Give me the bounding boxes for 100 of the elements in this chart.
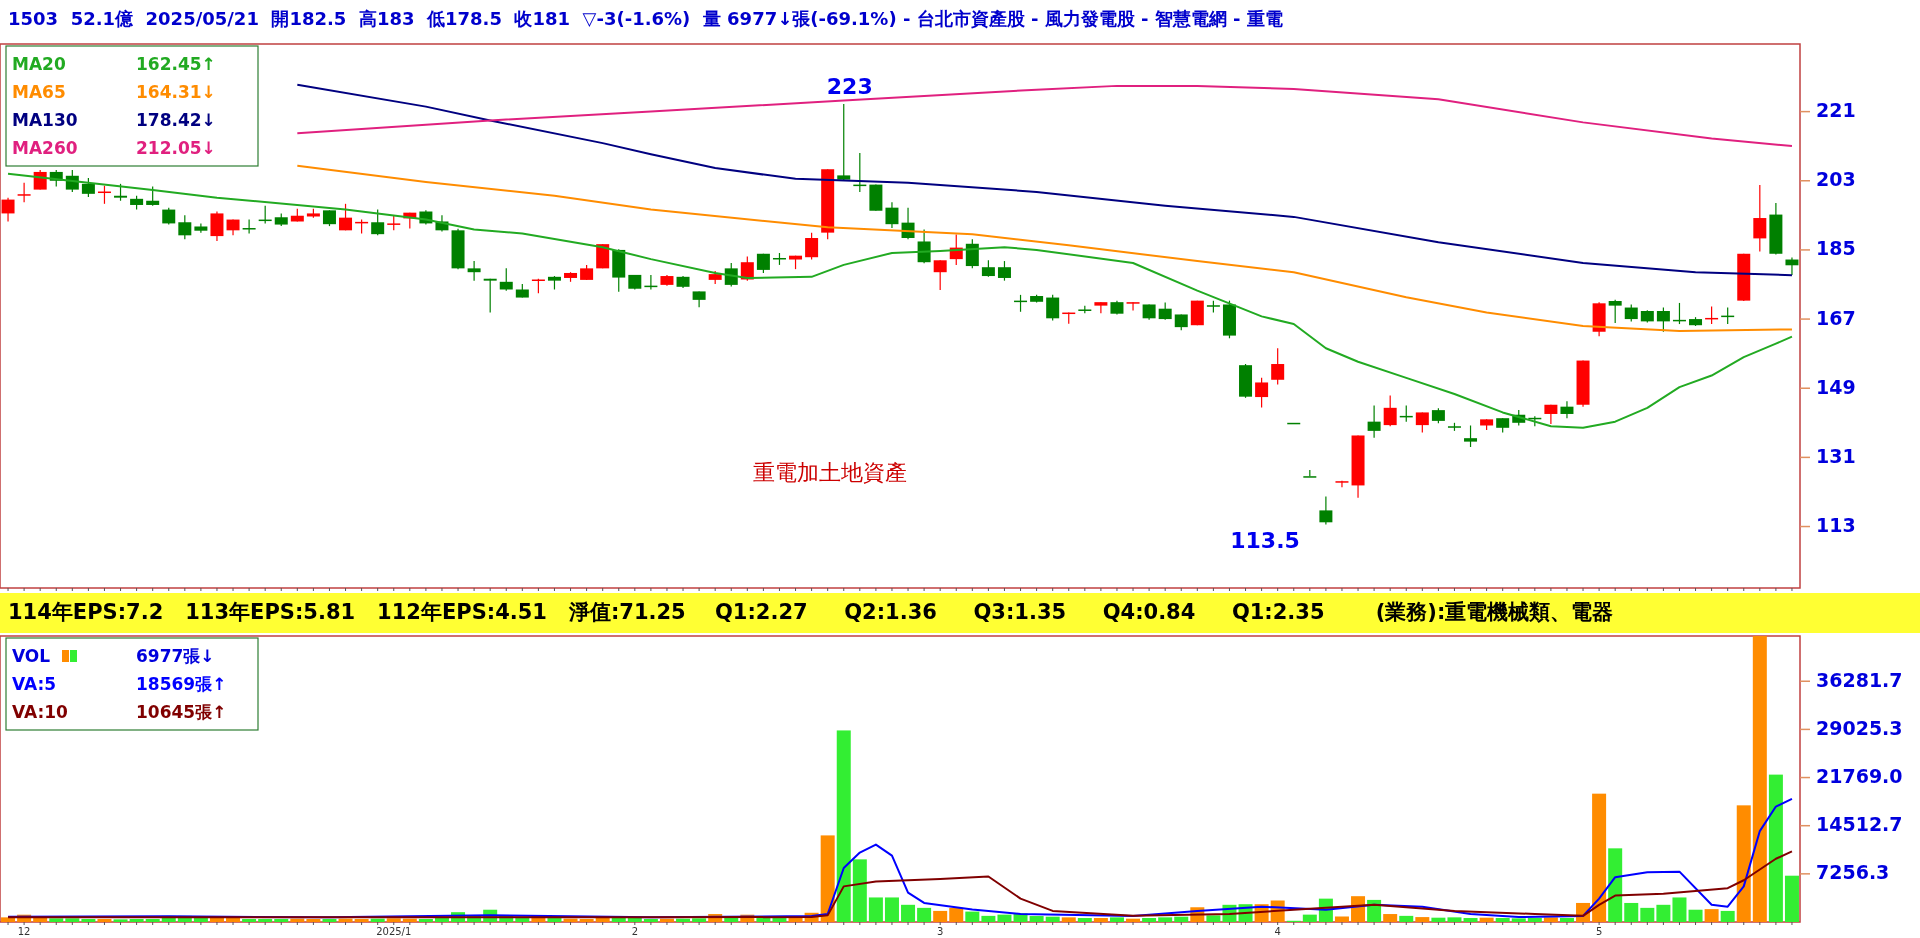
bar (49, 918, 64, 922)
candlestick (1464, 424, 1478, 448)
annotation: 164.31↓ (136, 82, 216, 102)
bar (1479, 917, 1494, 922)
candlestick (1, 197, 15, 223)
bar (290, 918, 305, 922)
candlestick (467, 260, 481, 282)
y-tick-label: 131 (1816, 444, 1856, 467)
candlestick (1319, 495, 1333, 526)
bar (1752, 636, 1767, 922)
annotation: 113.5 (1230, 528, 1300, 553)
candlestick (1383, 394, 1397, 427)
y-tick-label: 14512.7 (1816, 813, 1903, 836)
bar (1126, 918, 1141, 922)
text: MA65 (12, 82, 66, 102)
candlestick (339, 203, 353, 231)
annotation: 223 (826, 73, 873, 99)
bar (193, 918, 208, 922)
bar (1656, 904, 1671, 922)
bar (627, 918, 642, 922)
bar (81, 919, 96, 922)
x-tick-label: 2 (631, 926, 639, 937)
y-tick-label: 21769.0 (1816, 765, 1903, 788)
y-tick-label: 149 (1816, 375, 1856, 398)
annotation: 6977張↓ (136, 646, 215, 666)
candlestick (17, 182, 31, 203)
bar (129, 919, 144, 922)
bar (1688, 909, 1703, 922)
annotation: 212.05↓ (136, 138, 216, 158)
bar (1206, 915, 1221, 922)
bar (1174, 916, 1189, 922)
bar (997, 914, 1012, 922)
candlestick (371, 208, 385, 236)
candlestick (146, 185, 160, 207)
bar (579, 919, 594, 922)
bar (97, 919, 112, 922)
bar (1109, 917, 1124, 922)
bar (338, 918, 353, 922)
annotation: 重電加土地資產 (753, 460, 907, 485)
bar (1431, 917, 1446, 922)
bar (1608, 848, 1623, 922)
y-tick-label: 203 (1816, 168, 1856, 191)
bar (868, 897, 883, 922)
x-tick-label: 5 (1595, 926, 1603, 937)
bar (242, 919, 257, 922)
line-series (7, 850, 1793, 919)
bar (1704, 909, 1719, 922)
bar (306, 919, 321, 922)
bar (354, 919, 369, 922)
candlestick (1656, 306, 1670, 333)
candlestick (805, 232, 819, 261)
bar (659, 918, 674, 922)
bar (1463, 918, 1478, 922)
candlestick (1255, 377, 1269, 409)
candlestick (483, 278, 497, 314)
annotation: 178.42↓ (136, 110, 216, 130)
bar (547, 918, 562, 922)
bar (258, 919, 273, 922)
candlestick (1094, 301, 1108, 314)
y-tick-label: 185 (1816, 237, 1856, 260)
bar (981, 915, 996, 922)
candlestick (1046, 294, 1060, 322)
candlestick (1560, 400, 1574, 419)
text: VA:5 (12, 674, 57, 694)
bar (1399, 915, 1414, 922)
candlestick (1126, 301, 1140, 312)
bar (1045, 916, 1060, 922)
bar (692, 918, 707, 922)
candlestick (242, 218, 256, 234)
candlestick (997, 260, 1011, 282)
bar (386, 918, 401, 922)
x-tick-label: 4 (1274, 926, 1281, 937)
x-tick-label: 12 (17, 926, 31, 937)
bar (322, 919, 337, 922)
bar (1495, 918, 1510, 922)
candlestick (933, 259, 947, 291)
bar (820, 835, 835, 922)
candlestick (210, 210, 224, 242)
candlestick (178, 214, 192, 240)
bar (1592, 793, 1607, 922)
text: VA:10 (12, 702, 69, 722)
bar (1415, 917, 1430, 922)
line-series (7, 172, 1793, 429)
bar (1077, 918, 1092, 922)
bar (65, 918, 80, 922)
chart-title: 1503 52.1億 2025/05/21 開182.5 高183 低178.5 收181 ▽-3(-1.6%) 量 6977↓張(-69.1%) - 台北市資產股 - 風力發電股 - 智慧電網 - 重電 (8, 8, 1283, 29)
bar (1768, 774, 1783, 922)
text: MA130 (12, 110, 78, 130)
y-tick-label: 29025.3 (1816, 716, 1903, 739)
bar (917, 907, 932, 922)
annotation: 10645張↑ (136, 702, 227, 722)
text: MA260 (12, 138, 78, 158)
bar (145, 919, 160, 922)
bar (933, 910, 948, 922)
candlestick (917, 228, 931, 264)
y-tick-label: 7256.3 (1816, 861, 1890, 884)
candlestick (1271, 347, 1285, 385)
y-tick-label: 113 (1816, 514, 1856, 537)
bar (1061, 917, 1076, 922)
bar (434, 918, 449, 922)
